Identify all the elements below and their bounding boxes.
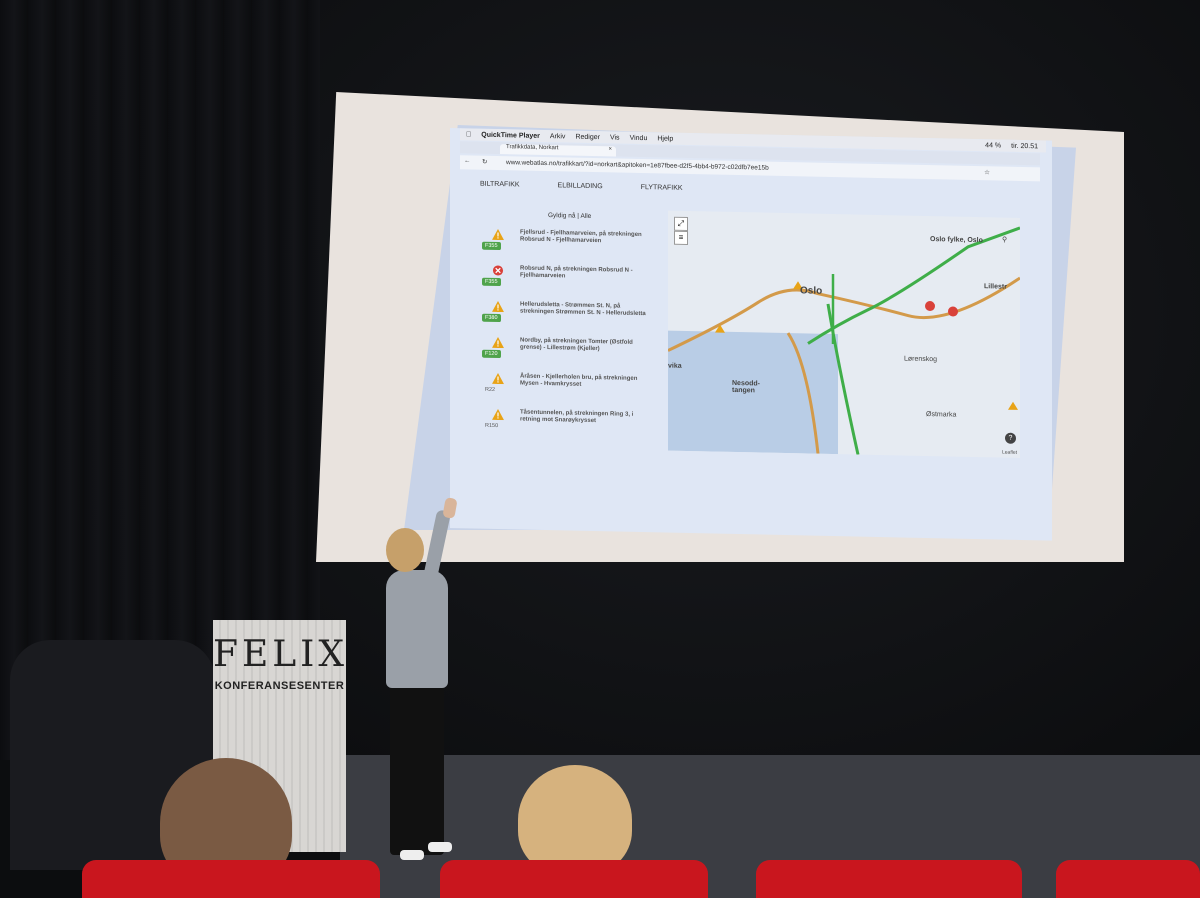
fullscreen-icon[interactable]: ⤢ — [674, 216, 688, 231]
road-badge: R150 — [485, 422, 499, 430]
shoe — [428, 842, 452, 852]
logo-sub: KONFERANSESENTER — [214, 680, 345, 692]
seat — [1056, 860, 1200, 898]
closed-icon — [492, 265, 504, 276]
list-item[interactable]: R22 Åråsen - Kjellerholen bru, på strekn… — [480, 371, 660, 411]
close-tab-icon[interactable]: × — [608, 146, 612, 153]
road-badge: F355 — [482, 241, 501, 251]
filter-valid-now[interactable]: Gyldig nå — [548, 212, 576, 220]
menu-icon[interactable]: ≡ — [674, 230, 688, 245]
warning-icon[interactable] — [793, 281, 803, 290]
back-arrow-icon[interactable]: ← — [464, 157, 471, 165]
orange-road — [668, 276, 1020, 352]
tab-biltrafikk[interactable]: BILTRAFIKK — [480, 180, 520, 189]
map-label: Nesodd-tangen — [732, 379, 760, 395]
presenter-body — [386, 570, 448, 688]
warning-icon — [492, 337, 504, 349]
presenter-legs — [390, 680, 444, 855]
menu-arkiv[interactable]: Arkiv — [544, 132, 566, 140]
menu-hjelp[interactable]: Hjelp — [652, 134, 673, 143]
seat — [82, 860, 380, 898]
road-badge: F380 — [482, 313, 501, 323]
tab-title: Trafikkdata, Norkart — [506, 144, 559, 152]
menu-vindu[interactable]: Vindu — [624, 134, 648, 142]
warning-icon — [492, 373, 504, 385]
map-attribution[interactable]: Leaflet — [1001, 449, 1017, 456]
warning-icon — [492, 229, 504, 241]
warning-icon[interactable] — [715, 324, 725, 333]
search-icon[interactable]: ⚲ — [1002, 236, 1008, 244]
closed-icon[interactable] — [925, 301, 935, 312]
list-item[interactable]: F355 Fjellsrud - Fjellhamarveien, på str… — [480, 227, 660, 267]
map-label: Lillestr — [984, 283, 1007, 291]
incident-text: Hellerudsletta - Strømmen St. N, på stre… — [520, 301, 646, 318]
incident-list: F355 Fjellsrud - Fjellhamarveien, på str… — [480, 227, 660, 447]
road-network — [668, 226, 1020, 455]
presenter-head — [386, 528, 424, 572]
incident-text: Robsrud N, på strekningen Robsrud N - Fj… — [520, 265, 633, 280]
incident-text: Åråsen - Kjellerholen bru, på strekninge… — [520, 373, 638, 388]
map-label-oslo: Oslo — [800, 285, 823, 297]
shoe — [400, 850, 424, 860]
traffic-map[interactable]: Oslo Lørenskog Nesodd-tangen Østmarka Li… — [668, 210, 1020, 458]
seat — [756, 860, 1022, 898]
green-road — [807, 226, 1020, 345]
reload-icon[interactable]: ↻ — [482, 158, 488, 166]
menu-rediger[interactable]: Rediger — [570, 133, 600, 141]
apple-icon[interactable]:  — [466, 131, 471, 138]
map-label: vika — [668, 362, 682, 370]
list-item[interactable]: F380 Hellerudsletta - Strømmen St. N, på… — [480, 299, 660, 339]
traffic-tabs: BILTRAFIKK ELBILLADING FLYTRAFIKK — [480, 181, 683, 192]
incident-text: Nordby, på strekningen Tomter (Østfold g… — [520, 337, 633, 353]
incident-text: Tåsentunnelen, på strekningen Ring 3, i … — [520, 409, 634, 425]
map-label: Østmarka — [926, 410, 957, 419]
green-road — [826, 303, 860, 455]
projected-browser:  QuickTime Player Arkiv Rediger Vis Vin… — [450, 128, 1052, 541]
seat — [440, 860, 708, 898]
help-icon[interactable]: ? — [1005, 432, 1016, 444]
map-label: Lørenskog — [904, 355, 938, 364]
tab-elbillading[interactable]: ELBILLADING — [557, 182, 603, 191]
menu-vis[interactable]: Vis — [604, 133, 620, 141]
road-badge: R22 — [485, 386, 496, 393]
menubar-app-name[interactable]: QuickTime Player — [476, 131, 540, 140]
filter-all[interactable]: Alle — [580, 212, 592, 220]
warning-icon — [492, 301, 504, 313]
list-item[interactable]: R150 Tåsentunnelen, på strekningen Ring … — [480, 407, 660, 447]
orange-road — [786, 332, 820, 454]
validity-filter: Gyldig nå | Alle — [548, 212, 591, 220]
list-item[interactable]: F355 Robsrud N, på strekningen Robsrud N… — [480, 263, 660, 303]
warning-icon — [492, 409, 504, 421]
star-icon[interactable]: ☆ — [984, 169, 990, 177]
url-text: www.webatlas.no/trafikkart/?id=norkart&a… — [506, 159, 769, 172]
incident-text: Fjellsrud - Fjellhamarveien, på streknin… — [520, 229, 642, 245]
road-badge: F355 — [482, 277, 501, 287]
battery-status: 44 % — [985, 141, 1002, 150]
list-item[interactable]: F120 Nordby, på strekningen Tomter (Østf… — [480, 335, 660, 375]
browser-tab[interactable]: Trafikkdata, Norkart × — [500, 144, 616, 157]
warning-icon[interactable] — [1008, 401, 1018, 410]
map-search-label[interactable]: Oslo fylke, Oslo — [930, 236, 983, 245]
closed-icon[interactable] — [948, 306, 958, 317]
audience-head — [518, 765, 632, 875]
clock: tir. 20.51 — [1011, 142, 1038, 150]
road-badge: F120 — [482, 349, 501, 359]
tab-flytrafikk[interactable]: FLYTRAFIKK — [640, 183, 683, 192]
filter-separator: | — [577, 212, 579, 220]
logo-name: FELIX — [213, 634, 349, 675]
